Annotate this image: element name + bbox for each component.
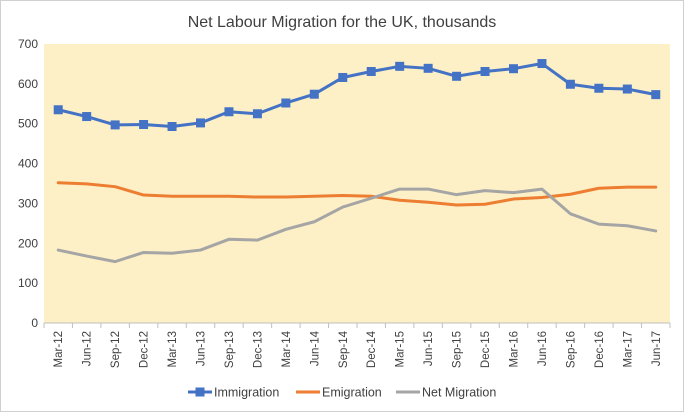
immigration-point <box>338 72 348 82</box>
x-tick-label: Mar-16 <box>509 331 521 367</box>
x-tick-label: Dec-15 <box>480 331 492 368</box>
x-tick-label: Sep-13 <box>224 331 236 368</box>
immigration-point <box>366 67 376 77</box>
immigration-point <box>196 118 205 128</box>
y-tick-label: 100 <box>18 276 38 290</box>
y-tick-label: 600 <box>18 77 38 91</box>
y-tick-label: 400 <box>18 157 38 171</box>
chart-title: Net Labour Migration for the UK, thousan… <box>188 14 497 31</box>
immigration-point <box>395 61 405 71</box>
immigration-point <box>480 67 490 77</box>
x-tick-label: Dec-16 <box>594 331 606 368</box>
immigration-point <box>309 89 319 99</box>
immigration-point <box>509 64 518 74</box>
immigration-point <box>252 109 262 119</box>
legend: Immigration Emigration Net Migration <box>188 386 496 400</box>
emigration-line <box>56 181 658 207</box>
y-tick-label: 200 <box>18 236 38 250</box>
immigration-point <box>110 120 120 130</box>
x-tick-label: Dec-14 <box>366 330 378 368</box>
legend-label-net-migration: Net Migration <box>422 386 496 400</box>
immigration-point <box>423 63 433 73</box>
immigration-point <box>622 84 632 94</box>
y-tick-label: 0 <box>31 316 38 330</box>
x-axis-ticks: Mar-12 Jun-12 Sep-12 Dec-12 Mar-13 Jun-13 Sep-… <box>43 322 671 368</box>
x-tick-label: Jun-12 <box>82 331 94 366</box>
x-tick-label: Mar-14 <box>281 330 293 367</box>
series-layer <box>53 59 661 264</box>
immigration-point <box>651 90 661 100</box>
x-tick-label: Mar-12 <box>53 331 65 367</box>
immigration-point <box>167 122 177 132</box>
x-tick-label: Jun-16 <box>537 331 549 366</box>
net-migration-line <box>56 187 658 264</box>
immigration-point <box>281 98 291 108</box>
immigration-point <box>139 120 149 130</box>
y-tick-label: 500 <box>18 117 38 131</box>
x-tick-label: Jun-17 <box>651 331 663 366</box>
x-tick-label: Sep-16 <box>565 331 577 368</box>
x-tick-label: Sep-15 <box>452 331 464 368</box>
x-tick-label: Mar-17 <box>622 331 634 367</box>
x-tick-label: Sep-14 <box>338 330 350 368</box>
y-tick-label: 300 <box>18 196 38 210</box>
plot-area <box>44 44 670 323</box>
immigration-point <box>537 59 547 69</box>
immigration-point <box>594 83 604 93</box>
y-axis-ticks: 0 100 200 300 400 500 600 700 <box>18 37 38 330</box>
immigration-line <box>56 62 658 128</box>
legend-label-emigration: Emigration <box>322 386 382 400</box>
x-tick-label: Jun-13 <box>196 331 208 366</box>
x-tick-label: Jun-15 <box>423 331 435 366</box>
y-tick-label: 700 <box>18 37 38 51</box>
immigration-point <box>565 79 575 89</box>
x-tick-label: Mar-13 <box>167 331 179 367</box>
x-tick-label: Dec-13 <box>252 331 264 368</box>
immigration-point <box>224 107 234 117</box>
immigration-point <box>452 71 462 81</box>
legend-marker-immigration <box>195 387 205 397</box>
x-tick-label: Mar-15 <box>395 331 407 367</box>
legend-label-immigration: Immigration <box>214 386 279 400</box>
immigration-point <box>82 112 92 122</box>
x-tick-label: Dec-12 <box>139 331 151 368</box>
x-tick-label: Sep-12 <box>110 331 122 368</box>
immigration-point <box>53 105 63 115</box>
x-tick-label: Jun-14 <box>309 330 321 366</box>
